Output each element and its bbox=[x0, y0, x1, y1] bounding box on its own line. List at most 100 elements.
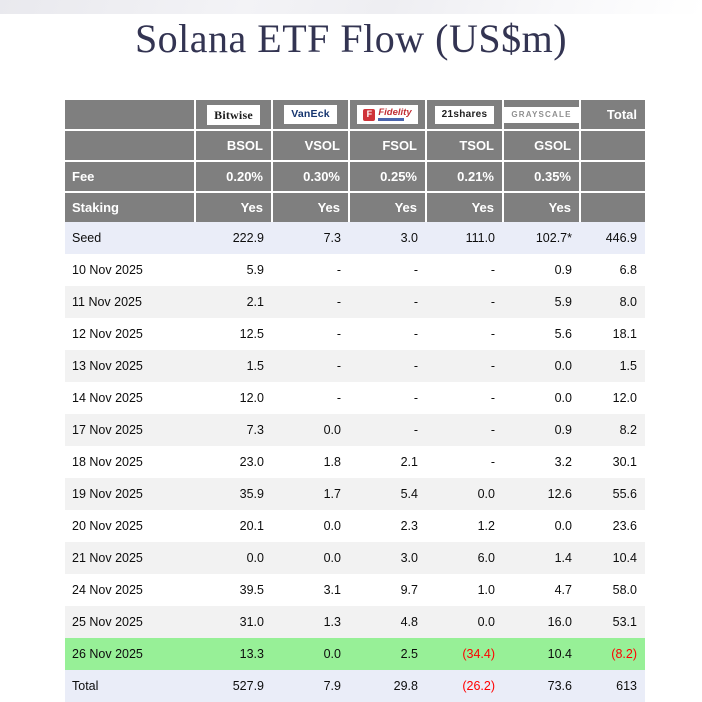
provider-logo-cell: F Fidelity bbox=[349, 100, 427, 131]
value-cell: 5.9 bbox=[195, 254, 272, 286]
ticker-cell-vsol: VSOL bbox=[272, 130, 350, 162]
value-cell: 23.6 bbox=[580, 510, 645, 542]
value-cell: 222.9 bbox=[195, 222, 272, 254]
table-row: 14 Nov 2025 12.0- - -0.0 12.0 bbox=[65, 382, 645, 414]
value-cell: 35.9 bbox=[195, 478, 272, 510]
value-cell: 12.0 bbox=[195, 382, 272, 414]
table-row: 19 Nov 2025 35.9 1.7 5.4 0.0 12.6 55.6 bbox=[65, 478, 645, 510]
fee-cell: 0.30% bbox=[272, 161, 350, 193]
fidelity-sub-mark bbox=[378, 118, 405, 122]
header-row-fee: Fee 0.20% 0.30% 0.25% 0.21% 0.35% bbox=[65, 161, 645, 193]
value-cell: 3.0 bbox=[349, 222, 426, 254]
value-cell: 16.0 bbox=[503, 606, 580, 638]
table-row: 17 Nov 2025 7.3 0.0- -0.9 8.2 bbox=[65, 414, 645, 446]
value-cell: 73.6 bbox=[503, 670, 580, 702]
row-label-cell: 24 Nov 2025 bbox=[65, 574, 195, 606]
value-cell: - bbox=[426, 254, 503, 286]
value-cell: 1.5 bbox=[580, 350, 645, 382]
value-cell: 20.1 bbox=[195, 510, 272, 542]
provider-logo-cell: Bitwise bbox=[195, 100, 273, 131]
value-cell: 29.8 bbox=[349, 670, 426, 702]
value-cell: 12.0 bbox=[580, 382, 645, 414]
table-row: Total 527.9 7.9 29.8 (26.2) 73.6 613 bbox=[65, 670, 645, 702]
value-cell: 0.0 bbox=[272, 542, 349, 574]
value-cell: 53.1 bbox=[580, 606, 645, 638]
value-cell: 4.8 bbox=[349, 606, 426, 638]
value-cell: - bbox=[426, 414, 503, 446]
total-header-cell: Total bbox=[580, 100, 645, 131]
value-cell: 0.0 bbox=[426, 478, 503, 510]
row-label-cell: 25 Nov 2025 bbox=[65, 606, 195, 638]
table-row: 26 Nov 2025 13.3 0.0 2.5 (34.4) 10.4 (8.2) bbox=[65, 638, 645, 670]
staking-cell: Yes bbox=[349, 192, 427, 222]
value-cell: 0.9 bbox=[503, 414, 580, 446]
value-cell: - bbox=[349, 414, 426, 446]
etf-flow-table: Bitwise VanEck F Fidelity 21shares GRAYSCALE T… bbox=[65, 100, 645, 702]
value-cell: (8.2) bbox=[580, 638, 645, 670]
page-background-band bbox=[0, 0, 702, 14]
value-cell: 31.0 bbox=[195, 606, 272, 638]
value-cell: - bbox=[426, 446, 503, 478]
ticker-cell-bsol: BSOL bbox=[195, 130, 273, 162]
staking-total-empty-cell bbox=[580, 192, 645, 222]
value-cell: - bbox=[426, 286, 503, 318]
value-cell: 3.1 bbox=[272, 574, 349, 606]
value-cell: 7.9 bbox=[272, 670, 349, 702]
value-cell: 0.0 bbox=[272, 510, 349, 542]
value-cell: - bbox=[272, 318, 349, 350]
value-cell: 8.2 bbox=[580, 414, 645, 446]
table-row: 21 Nov 2025 0.0 0.0 3.0 6.0 1.4 10.4 bbox=[65, 542, 645, 574]
value-cell: 2.1 bbox=[195, 286, 272, 318]
row-label-cell: 13 Nov 2025 bbox=[65, 350, 195, 382]
value-cell: 111.0 bbox=[426, 222, 503, 254]
value-cell: 0.0 bbox=[272, 414, 349, 446]
value-cell: 13.3 bbox=[195, 638, 272, 670]
table-row: 12 Nov 2025 12.5- - -5.6 18.1 bbox=[65, 318, 645, 350]
header-corner-cell bbox=[65, 100, 196, 131]
row-label-cell: 11 Nov 2025 bbox=[65, 286, 195, 318]
value-cell: 23.0 bbox=[195, 446, 272, 478]
value-cell: 613 bbox=[580, 670, 645, 702]
fidelity-logo: F Fidelity bbox=[357, 104, 418, 125]
value-cell: 0.0 bbox=[503, 350, 580, 382]
table-header: Bitwise VanEck F Fidelity 21shares GRAYSCALE T… bbox=[65, 100, 645, 222]
header-corner-cell bbox=[65, 130, 196, 162]
value-cell: - bbox=[272, 286, 349, 318]
provider-logo-cell: VanEck bbox=[272, 100, 350, 131]
staking-cell: Yes bbox=[272, 192, 350, 222]
value-cell: 2.5 bbox=[349, 638, 426, 670]
table-row: 25 Nov 2025 31.0 1.3 4.8 0.0 16.0 53.1 bbox=[65, 606, 645, 638]
fee-row-label: Fee bbox=[65, 161, 196, 193]
grayscale-logo: GRAYSCALE bbox=[504, 106, 579, 123]
value-cell: 1.2 bbox=[426, 510, 503, 542]
header-row-tickers: BSOL VSOL FSOL TSOL GSOL bbox=[65, 130, 645, 162]
table-row: 13 Nov 2025 1.5- - -0.0 1.5 bbox=[65, 350, 645, 382]
value-cell: 527.9 bbox=[195, 670, 272, 702]
value-cell: 0.0 bbox=[503, 382, 580, 414]
value-cell: 1.0 bbox=[426, 574, 503, 606]
value-cell: 39.5 bbox=[195, 574, 272, 606]
table-row: Seed 222.9 7.3 3.0 111.0 102.7* 446.9 bbox=[65, 222, 645, 254]
value-cell: 18.1 bbox=[580, 318, 645, 350]
row-label-cell: Seed bbox=[65, 222, 195, 254]
row-label-cell: 26 Nov 2025 bbox=[65, 638, 195, 670]
ticker-total-empty-cell bbox=[580, 130, 645, 162]
header-row-staking: Staking Yes Yes Yes Yes Yes bbox=[65, 192, 645, 222]
value-cell: 1.7 bbox=[272, 478, 349, 510]
row-label-cell: Total bbox=[65, 670, 195, 702]
fee-cell: 0.20% bbox=[195, 161, 273, 193]
value-cell: 0.0 bbox=[503, 510, 580, 542]
table-row: 24 Nov 2025 39.5 3.1 9.7 1.0 4.7 58.0 bbox=[65, 574, 645, 606]
value-cell: 3.2 bbox=[503, 446, 580, 478]
value-cell: 3.0 bbox=[349, 542, 426, 574]
value-cell: 0.9 bbox=[503, 254, 580, 286]
value-cell: 12.5 bbox=[195, 318, 272, 350]
value-cell: 7.3 bbox=[195, 414, 272, 446]
value-cell: - bbox=[426, 350, 503, 382]
fidelity-wordmark: Fidelity bbox=[378, 108, 412, 122]
value-cell: 7.3 bbox=[272, 222, 349, 254]
value-cell: 102.7* bbox=[503, 222, 580, 254]
value-cell: 2.1 bbox=[349, 446, 426, 478]
value-cell: 58.0 bbox=[580, 574, 645, 606]
value-cell: 446.9 bbox=[580, 222, 645, 254]
